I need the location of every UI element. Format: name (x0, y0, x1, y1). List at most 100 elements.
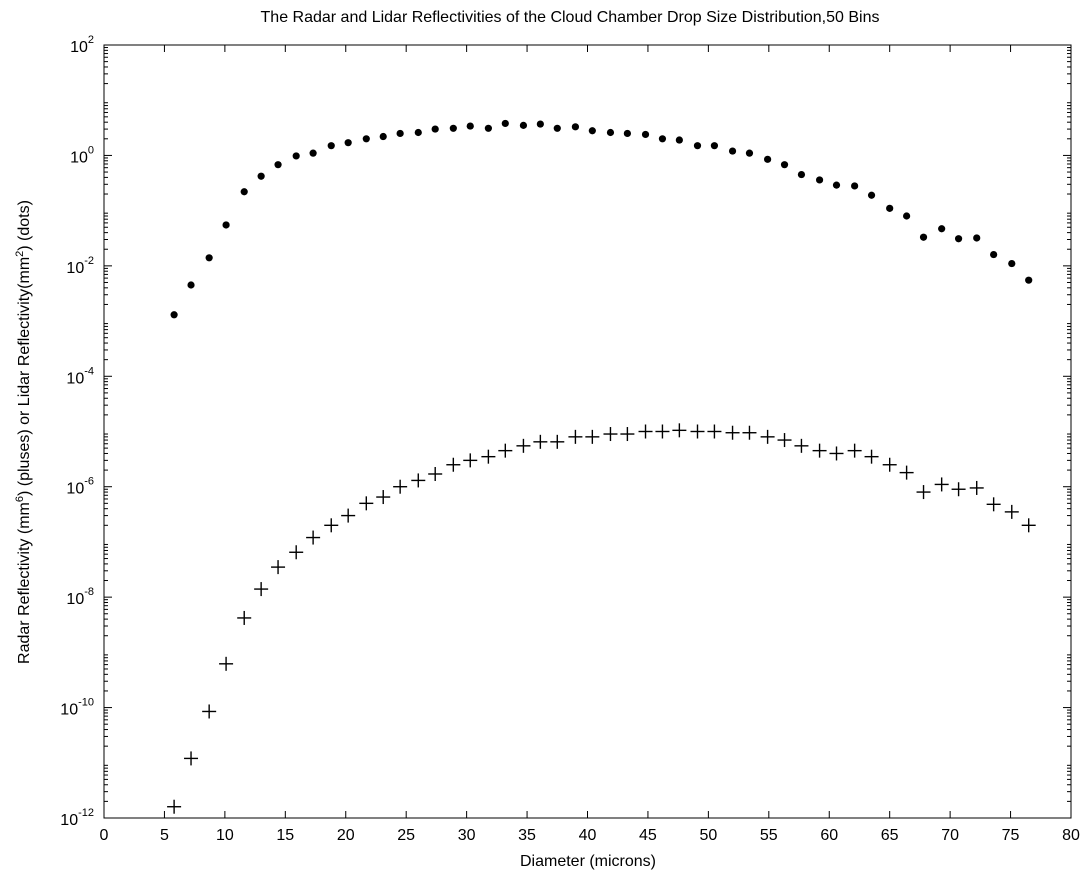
y-tick-base: 10 (66, 481, 84, 498)
series-dots (170, 119, 1033, 319)
dot-point (240, 188, 248, 196)
dot-point (379, 132, 387, 141)
x-tick-label: 65 (881, 827, 899, 844)
dot-point (886, 204, 894, 212)
x-tick-label: 50 (699, 827, 717, 844)
dot-point (606, 128, 615, 137)
plus-point (882, 457, 897, 472)
plus-point (760, 429, 775, 444)
y-tick-label: 100 (70, 144, 94, 166)
series-plus (167, 423, 1036, 814)
dot-point (431, 125, 439, 133)
y-tick-exponent: -2 (84, 255, 94, 267)
plus-point (951, 482, 966, 497)
dot-point (693, 142, 702, 150)
plus-point (428, 466, 443, 481)
x-tick-label: 5 (160, 827, 169, 844)
plus-point (934, 477, 949, 492)
plus-point (271, 560, 286, 575)
dot-point (309, 149, 317, 157)
dot-point (501, 119, 509, 128)
y-tick-exponent: -12 (78, 807, 94, 819)
dot-point (327, 142, 335, 150)
dot-point (710, 142, 719, 150)
plus-point (376, 490, 391, 505)
y-tick-base: 10 (66, 370, 84, 387)
dot-point (536, 120, 544, 128)
plus-point (237, 610, 252, 625)
dot-point (466, 122, 474, 130)
dot-point (344, 139, 352, 147)
dot-point (851, 182, 859, 190)
plus-point (690, 424, 705, 439)
plus-point (306, 530, 321, 545)
dot-point (519, 121, 528, 129)
plus-point (411, 473, 426, 488)
plus-point (672, 423, 687, 438)
y-tick-label: 10-2 (66, 255, 94, 277)
y-tick-base: 10 (66, 591, 84, 608)
x-tick-label: 35 (518, 827, 536, 844)
plus-point (533, 434, 548, 449)
x-axis: 0 5 10 15 20 25 30 35 40 45 50 55 60 65 70 75 80 (100, 45, 1080, 844)
plus-point (219, 656, 234, 671)
dot-point (588, 127, 596, 135)
dot-point (484, 124, 492, 132)
x-tick-label: 75 (1002, 827, 1020, 844)
dot-point (990, 250, 998, 259)
dot-point (414, 128, 422, 137)
dot-point (745, 149, 754, 157)
dot-point (205, 254, 213, 262)
x-tick-label: 45 (639, 827, 657, 844)
dot-point (274, 161, 282, 169)
dot-point (222, 221, 230, 229)
plus-point (184, 751, 199, 766)
plus-point (481, 449, 496, 464)
y-tick-exponent: -10 (78, 697, 94, 709)
dot-point (170, 311, 178, 319)
plus-point (742, 425, 757, 440)
y-tick-base: 10 (66, 260, 84, 277)
y-axis-label-part1: Radar Reflectivity (mm (16, 502, 33, 664)
x-tick-label: 55 (760, 827, 778, 844)
plus-point (550, 434, 565, 449)
plus-point (864, 449, 879, 464)
plus-point (254, 582, 269, 597)
y-axis-label-part3: ) (dots) (16, 200, 33, 251)
plus-point (446, 457, 461, 472)
plus-point (707, 424, 722, 439)
dot-point (903, 212, 911, 220)
dot-point (658, 135, 667, 143)
dot-point (938, 225, 946, 233)
y-tick-label: 10-12 (60, 807, 94, 829)
dot-point (623, 129, 631, 138)
plus-point (568, 429, 583, 444)
plus-point (725, 425, 740, 440)
dot-point (919, 233, 928, 241)
dot-point (257, 172, 265, 180)
plus-point (1021, 518, 1036, 533)
plus-point (289, 545, 304, 560)
plus-point (516, 438, 531, 453)
dot-point (832, 181, 841, 189)
plus-point (1004, 504, 1019, 519)
dot-point (449, 124, 457, 132)
chart-title: The Radar and Lidar Reflectivities of th… (261, 9, 880, 26)
x-tick-label: 40 (579, 827, 597, 844)
dot-point (292, 152, 300, 160)
y-tick-base: 10 (60, 702, 78, 719)
plus-point (585, 429, 600, 444)
plus-point (812, 443, 827, 458)
x-tick-label: 20 (337, 827, 355, 844)
y-tick-label: 10-10 (60, 697, 94, 719)
plus-point (498, 443, 513, 458)
x-tick-label: 60 (820, 827, 838, 844)
plus-point (847, 443, 862, 458)
dot-point (1025, 276, 1033, 284)
dot-point (675, 136, 683, 144)
y-tick-exponent: 2 (88, 34, 94, 46)
y-tick-exponent: -6 (84, 476, 94, 488)
dot-point (571, 123, 580, 131)
y-axis-label: Radar Reflectivity (mm6) (pluses) or Lid… (14, 200, 33, 664)
